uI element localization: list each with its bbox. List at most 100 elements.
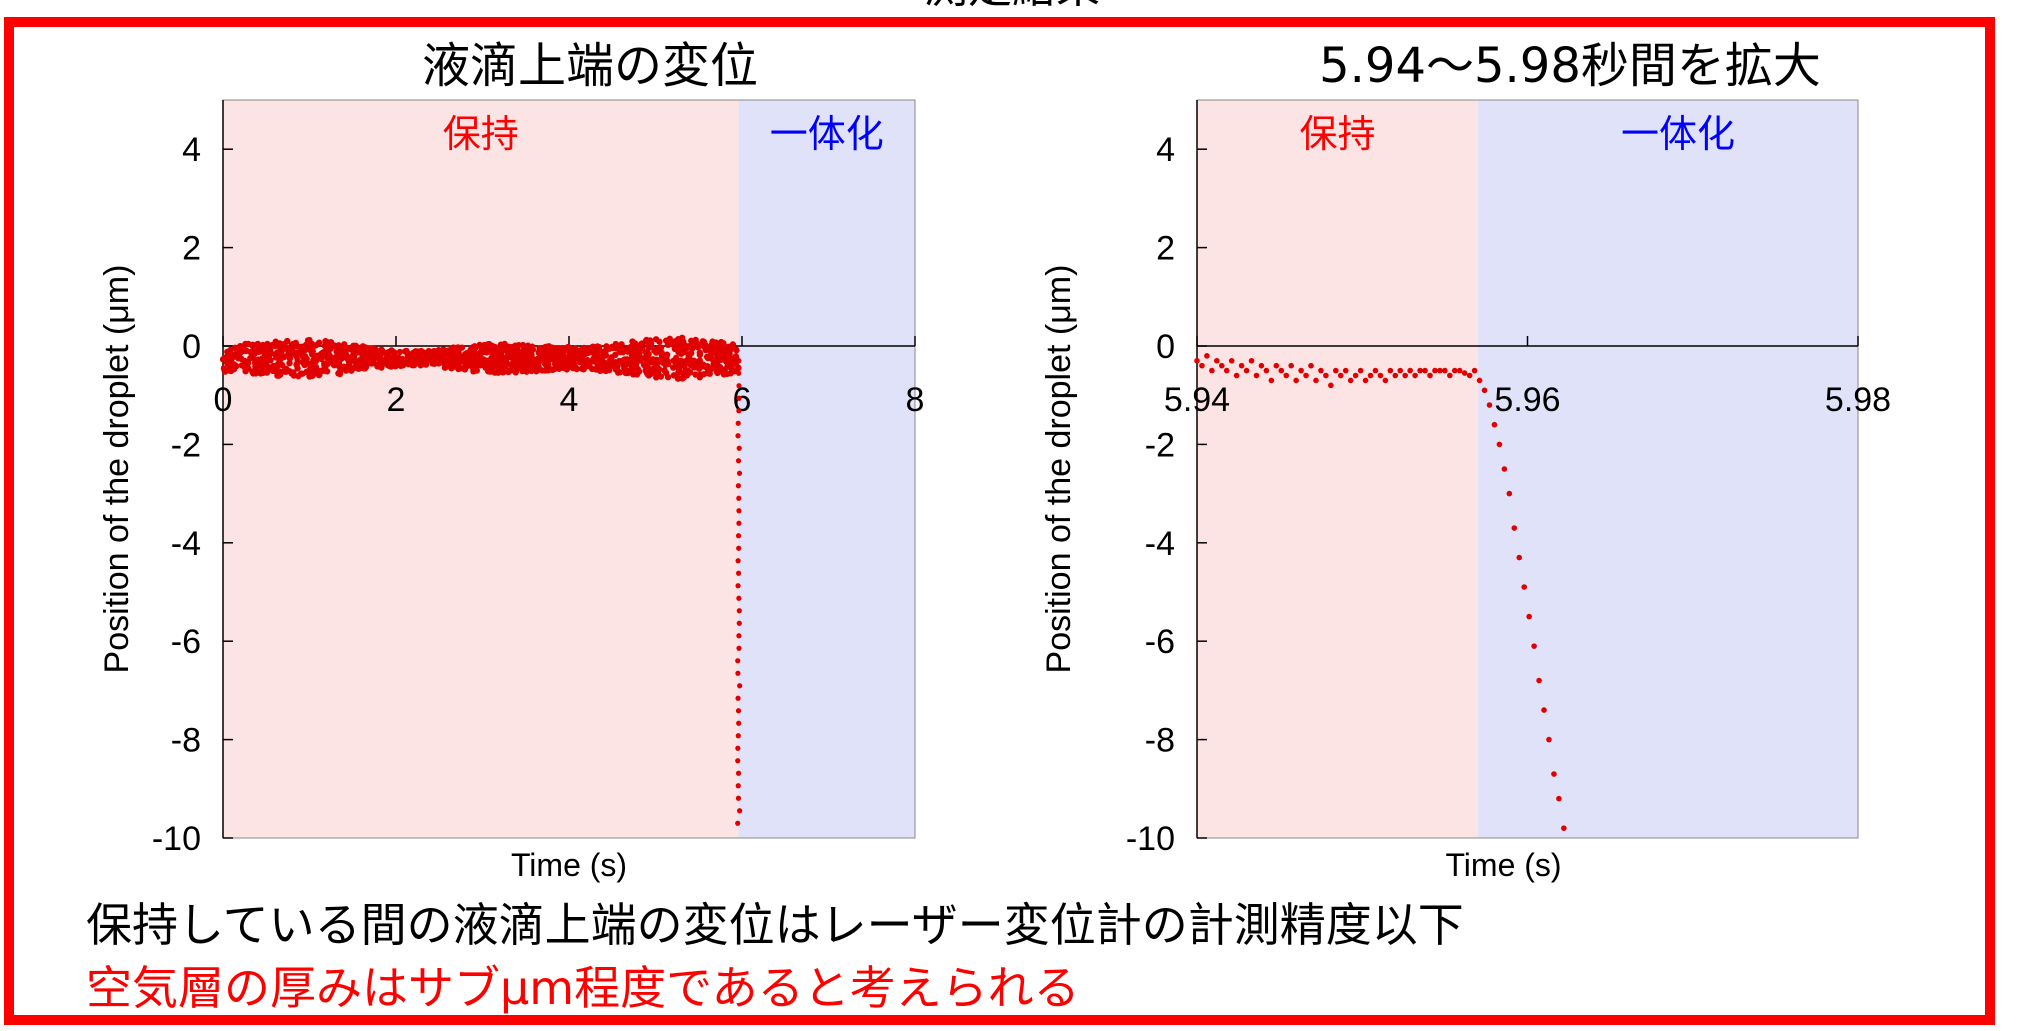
data-point: [593, 358, 601, 365]
data-point: [516, 356, 524, 363]
data-point: [732, 353, 740, 360]
data-point: [1402, 372, 1409, 379]
data-point: [684, 356, 692, 364]
y-tick-label: -4: [171, 525, 201, 563]
data-point: [1516, 554, 1523, 561]
data-point: [350, 344, 357, 352]
data-point: [550, 356, 558, 364]
data-point: [344, 353, 351, 360]
data-point: [444, 354, 452, 362]
data-point: [735, 758, 741, 764]
data-point: [636, 349, 643, 357]
data-point: [330, 362, 338, 369]
data-point: [396, 348, 404, 356]
data-point: [584, 348, 591, 355]
data-point: [1407, 367, 1413, 374]
data-point: [452, 355, 459, 362]
region-hold: [223, 100, 739, 838]
data-point: [244, 359, 251, 366]
data-point: [736, 645, 742, 651]
data-point: [612, 366, 620, 373]
data-point: [271, 342, 279, 350]
data-point: [735, 733, 741, 739]
data-point: [486, 340, 493, 348]
data-point: [736, 508, 742, 514]
data-point: [1511, 525, 1518, 531]
data-point: [724, 347, 731, 354]
data-point: [261, 348, 268, 355]
data-point: [695, 342, 703, 350]
data-point: [1412, 372, 1418, 379]
data-point: [635, 342, 642, 349]
data-point: [471, 343, 478, 350]
data-point: [292, 349, 300, 357]
data-point: [1541, 707, 1547, 713]
data-point: [449, 362, 456, 369]
data-point: [685, 343, 692, 350]
data-point: [616, 357, 623, 365]
data-point: [516, 364, 523, 371]
data-point: [652, 357, 659, 364]
data-point: [692, 371, 699, 378]
data-point: [572, 354, 579, 362]
data-point: [1214, 357, 1220, 364]
data-point: [673, 358, 681, 366]
data-point: [312, 358, 320, 365]
data-point: [608, 354, 615, 361]
y-tick-label: -2: [1145, 426, 1175, 464]
data-point: [635, 368, 643, 375]
data-point: [469, 364, 477, 372]
data-point: [377, 360, 384, 367]
data-point: [1546, 736, 1552, 743]
data-point: [384, 351, 392, 359]
data-point: [260, 356, 268, 363]
data-point: [736, 358, 742, 364]
data-point: [736, 720, 742, 726]
data-point: [1273, 362, 1280, 369]
data-point: [1476, 377, 1483, 384]
data-point: [645, 344, 652, 352]
data-point: [735, 770, 742, 776]
data-point: [736, 495, 742, 501]
data-point: [276, 368, 284, 375]
y-tick-label: -2: [171, 426, 201, 464]
data-point: [545, 347, 553, 354]
data-point: [376, 352, 384, 360]
slide-frame: [4, 17, 1995, 1025]
data-point: [444, 362, 451, 370]
data-point: [1456, 367, 1463, 374]
data-point: [567, 363, 574, 370]
data-point: [662, 361, 669, 369]
data-point: [1561, 825, 1567, 831]
data-point: [368, 359, 376, 367]
data-point: [671, 338, 678, 345]
data-point: [736, 520, 742, 526]
y-tick-label: -6: [1145, 623, 1175, 661]
data-point: [559, 348, 567, 355]
data-point: [528, 345, 536, 352]
data-point: [1298, 367, 1304, 374]
data-point: [736, 395, 742, 401]
data-point: [696, 349, 704, 356]
data-point: [322, 337, 329, 345]
data-point: [736, 595, 742, 601]
y-tick-label: -8: [1145, 722, 1175, 760]
data-point: [735, 695, 741, 701]
data-point: [680, 338, 687, 346]
data-point: [231, 361, 238, 368]
data-point: [1432, 367, 1438, 374]
region-label-merge: 一体化: [1621, 114, 1735, 156]
chart-2: 保持 一体化 4 2 0 -2 -4 -6 -8 -10 5.94 5.96 5.98 Time (s) P…: [1040, 99, 1891, 883]
data-point: [1526, 613, 1532, 620]
data-point: [440, 346, 447, 353]
data-point: [527, 351, 535, 358]
y-tick-label: -10: [1126, 820, 1175, 858]
data-point: [392, 362, 400, 369]
data-point: [1228, 357, 1235, 364]
data-point: [735, 583, 741, 589]
data-point: [1521, 584, 1527, 590]
data-point: [311, 370, 319, 377]
data-point: [303, 368, 310, 376]
region-merge: [1477, 100, 1858, 838]
data-point: [256, 348, 263, 355]
